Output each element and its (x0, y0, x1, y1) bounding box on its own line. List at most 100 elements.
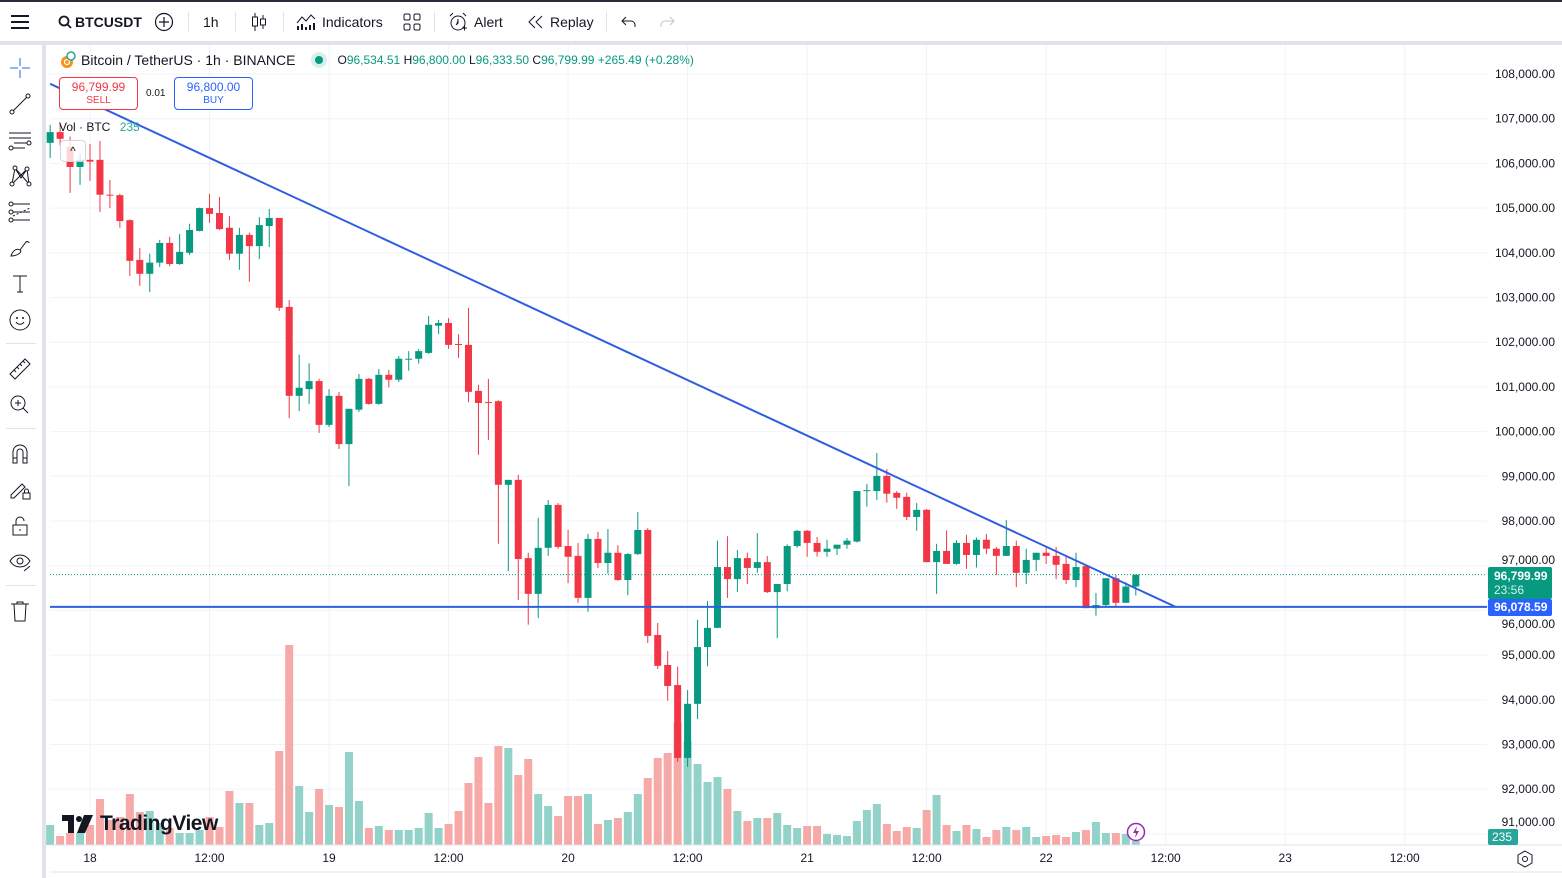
volume-bar (364, 828, 373, 845)
candle-body (315, 381, 323, 425)
chart-type-button[interactable] (250, 2, 268, 41)
price-axis: 108,000.00 107,000.00 106,000.00 105,000.00… (1487, 45, 1562, 878)
open-label: O (337, 53, 347, 67)
undo-button[interactable] (621, 2, 637, 41)
candle-body (305, 381, 313, 390)
time-tick-label: 12:00 (673, 851, 703, 865)
alert-button[interactable]: Alert (448, 2, 503, 41)
candle-body (893, 492, 901, 498)
indicators-button[interactable]: Indicators (296, 2, 383, 41)
candle-body (883, 475, 891, 494)
fib-retracement-tool[interactable] (6, 126, 34, 154)
volume-bar (653, 758, 662, 845)
measure-tool[interactable] (6, 355, 34, 383)
candle-body (723, 567, 731, 580)
volume-bar (464, 783, 473, 845)
horizontal-line-price-tag: 96,078.59 (1488, 599, 1552, 616)
drawing-toolbar (0, 45, 46, 878)
time-tick-label: 12:00 (1390, 851, 1420, 865)
tradingview-logo[interactable]: TradingView (62, 812, 218, 836)
volume-bar (414, 828, 423, 845)
chart-settings-gear-icon[interactable] (1516, 850, 1534, 868)
candle-body (1022, 559, 1030, 573)
candle-body (455, 343, 463, 345)
unlock-icon (12, 516, 28, 536)
candle-body (325, 395, 333, 425)
volume-bar (295, 786, 304, 845)
volume-bar (524, 759, 533, 845)
lock-drawings-button[interactable] (6, 512, 34, 540)
candle-body (176, 251, 184, 264)
redo-button[interactable] (659, 2, 675, 41)
candle-body (664, 664, 672, 686)
candle-body (923, 509, 931, 563)
forecasting-tool[interactable] (6, 198, 34, 226)
volume-bar (1091, 822, 1100, 845)
candle-body (674, 685, 682, 758)
time-tick-label: 19 (322, 851, 336, 865)
price-tick-label: 99,000.00 (1502, 469, 1556, 483)
volume-bar (245, 803, 254, 845)
remove-drawings-button[interactable] (6, 597, 34, 625)
volume-bar (66, 833, 75, 845)
volume-legend[interactable]: Vol · BTC 235 (59, 120, 140, 134)
high-label: H (403, 53, 413, 67)
compare-symbol-button[interactable] (154, 2, 174, 41)
volume-bar (584, 794, 592, 845)
volume-bar (354, 801, 363, 845)
candle-body (1062, 563, 1070, 581)
brush-tool[interactable] (6, 234, 34, 262)
candle-body (992, 548, 1000, 556)
menu-button[interactable] (10, 2, 30, 41)
interval-button[interactable]: 1h (203, 2, 219, 41)
order-quantity[interactable]: 0.01 (146, 88, 166, 99)
toolbar-divider (235, 12, 236, 32)
volume-bar (86, 825, 94, 845)
candle-body (265, 217, 273, 226)
low-label: L (468, 53, 476, 67)
volume-bar (942, 825, 951, 845)
buy-price: 96,800.00 (186, 80, 241, 94)
candle-body (943, 550, 951, 564)
volume-bar (434, 828, 443, 845)
sell-button[interactable]: 96,799.99 SELL (59, 77, 138, 110)
candle-body (634, 529, 642, 555)
crosshair-tool[interactable] (6, 54, 34, 82)
pattern-tool[interactable] (6, 162, 34, 190)
symbol-title[interactable]: Bitcoin / TetherUS · 1h · BINANCE (81, 52, 296, 68)
templates-button[interactable] (403, 2, 421, 41)
collapse-legend-button[interactable]: ^ (60, 140, 86, 162)
volume-bar (494, 746, 503, 845)
zoom-in-tool[interactable] (6, 391, 34, 419)
search-icon (58, 15, 72, 29)
candle-body (1112, 578, 1120, 603)
candle-body (1032, 552, 1040, 560)
volume-bar (753, 818, 762, 845)
pencil-lock-icon (10, 483, 31, 500)
volume-bar (135, 812, 144, 845)
toolbar-divider (6, 343, 36, 344)
volume-bar (56, 836, 65, 845)
hide-drawings-button[interactable] (6, 548, 34, 576)
symbol-search-button[interactable]: BTCUSDT (58, 2, 142, 41)
candle-body (196, 208, 204, 231)
zoom-in-icon (10, 395, 29, 414)
candle-body (534, 547, 542, 594)
stay-in-drawing-mode-button[interactable] (6, 476, 34, 504)
candle-body (903, 496, 911, 517)
text-tool[interactable] (6, 270, 34, 298)
candle-body (863, 490, 871, 492)
candle-body (435, 322, 443, 326)
magnet-mode-button[interactable] (6, 440, 34, 468)
buy-button[interactable]: 96,800.00 BUY (174, 77, 253, 110)
volume-bar (95, 799, 104, 845)
emoji-tool[interactable] (6, 306, 34, 334)
replay-button[interactable]: Replay (528, 2, 594, 41)
sell-label: SELL (86, 95, 111, 106)
volume-bar (1042, 836, 1051, 845)
lightning-icon[interactable] (1126, 822, 1146, 842)
volume-bar (862, 810, 871, 845)
volume-bar (514, 775, 523, 845)
trend-line-tool[interactable] (6, 90, 34, 118)
